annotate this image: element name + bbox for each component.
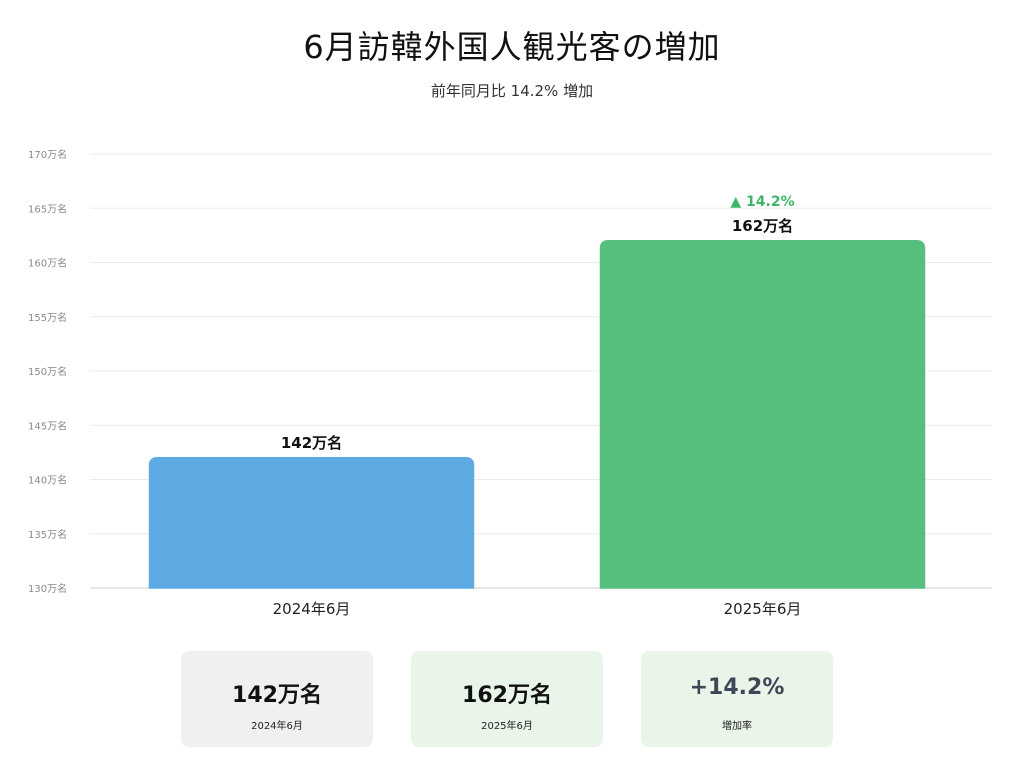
y-tick-label: 165万名 <box>28 202 67 215</box>
y-tick-label: 150万名 <box>28 365 67 378</box>
bar-chart: 130万名 135万名 140万名 145万名 150万名 155万名 160万名 165万名… <box>28 148 992 618</box>
chart-title: 6月訪韓外国人観光客の増加 <box>303 28 721 66</box>
change-label: ▲ 14.2% <box>730 194 794 210</box>
summary-card-growth-rate: +14.2% 増加率 <box>641 651 833 747</box>
summary-card-2025: 162万名 2025年6月 <box>411 651 603 747</box>
y-tick-label: 140万名 <box>28 474 67 487</box>
y-tick-label: 130万名 <box>28 582 67 595</box>
y-tick-label: 170万名 <box>28 148 67 161</box>
card-label-2025: 2025年6月 <box>481 721 533 732</box>
card-value-2024: 142万名 <box>232 683 322 708</box>
summary-card-2024: 142万名 2024年6月 <box>181 651 373 747</box>
data-label: 142万名 <box>281 434 342 452</box>
y-tick-label: 145万名 <box>28 419 67 432</box>
card-value-2025: 162万名 <box>462 683 552 708</box>
card-label-growth-rate: 増加率 <box>722 721 752 732</box>
bar-1 <box>148 457 475 589</box>
chart-subtitle: 前年同月比 14.2% 増加 <box>430 82 594 100</box>
data-label: 162万名 <box>732 217 793 235</box>
y-tick-label: 135万名 <box>28 528 67 541</box>
y-tick-label: 155万名 <box>28 311 67 324</box>
bar-2 <box>599 240 926 589</box>
x-tick-label: 2025年6月 <box>724 600 802 618</box>
card-value-growth-rate: +14.2% <box>689 675 785 700</box>
x-tick-label: 2024年6月 <box>273 600 351 618</box>
y-tick-label: 160万名 <box>28 257 67 270</box>
card-label-2024: 2024年6月 <box>251 721 303 732</box>
